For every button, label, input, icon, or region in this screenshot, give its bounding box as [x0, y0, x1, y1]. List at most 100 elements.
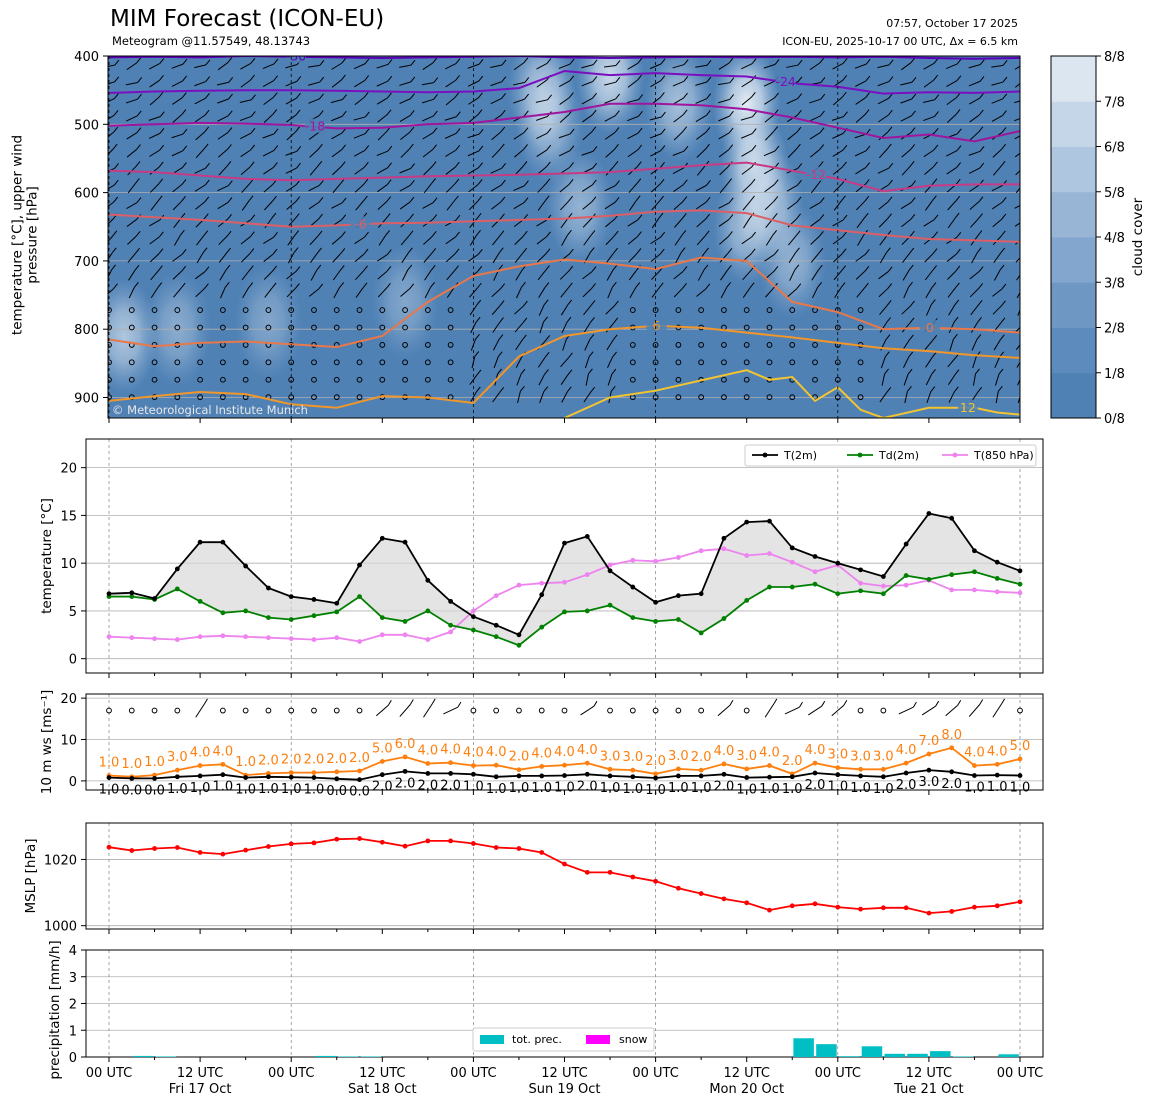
- gust-point: [516, 767, 522, 773]
- wind-barb: [399, 98, 411, 104]
- wind-barb-flag: [476, 212, 482, 219]
- wind-barb: [810, 149, 821, 158]
- wind-barb: [627, 236, 638, 245]
- mslp-point: [744, 900, 750, 906]
- wind-barb-flag: [524, 77, 530, 83]
- calm-circle: [242, 359, 249, 366]
- svg-text:cloud cover: cloud cover: [1130, 197, 1146, 276]
- wind-barb-flag: [613, 300, 619, 307]
- wind-barb: [626, 99, 639, 104]
- wind-barb: [108, 218, 114, 225]
- wind-barb: [307, 64, 320, 68]
- wind-barb: [582, 271, 593, 280]
- wind-barb-flag: [227, 110, 233, 117]
- wind-barb-flag: [319, 60, 325, 66]
- wind-barb: [947, 200, 957, 211]
- wind-barb-flag: [933, 214, 939, 221]
- wind-barb: [126, 132, 138, 140]
- wind-barb: [468, 97, 479, 105]
- wind-barb: [536, 132, 548, 139]
- wind-barb: [604, 115, 616, 122]
- wind-barb-flag: [615, 76, 621, 83]
- wind-barb-flag: [476, 229, 481, 236]
- calm-circle: [675, 342, 682, 348]
- wind-barb: [695, 81, 708, 86]
- wind-barb: [991, 115, 1003, 122]
- calm-circle: [812, 324, 818, 331]
- wind-barb: [856, 217, 865, 229]
- t850-point: [402, 632, 408, 638]
- wind-barb-flag: [363, 248, 369, 255]
- wind-barb-flag: [499, 317, 504, 323]
- x-tick-label: 00 UTC: [268, 1066, 314, 1081]
- wind-barb: [492, 339, 500, 351]
- mean-wind-point: [607, 773, 613, 779]
- mslp-point: [311, 840, 317, 846]
- wind-barb-flag: [568, 179, 574, 185]
- x-tick-label: 00 UTC: [632, 1066, 678, 1081]
- wind-barb-flag: [204, 698, 208, 705]
- wind-barb: [399, 114, 411, 123]
- wind-barb: [514, 322, 524, 333]
- calm-circle: [311, 359, 317, 366]
- wind-barb-flag: [114, 59, 120, 66]
- mean-wind-point: [288, 774, 294, 780]
- wind-barb: [651, 270, 661, 280]
- wind-barb-flag: [887, 266, 893, 273]
- gust-data-label: 2.0: [326, 752, 347, 767]
- t2m-point: [402, 539, 408, 545]
- wind-y-tick-label: 0: [69, 775, 77, 790]
- wind-barb-flag: [841, 265, 847, 271]
- mean-wind-point: [129, 776, 135, 781]
- wind-barb-flag: [933, 127, 939, 134]
- x-tick-label: 12 UTC: [359, 1066, 405, 1081]
- wind-barb-flag: [954, 369, 960, 376]
- wind-barb-flag: [569, 92, 574, 98]
- wind-barb-flag: [111, 247, 117, 254]
- precip-y-tick-label: 2: [69, 998, 77, 1013]
- wind-barb: [331, 236, 342, 245]
- wind-barb-flag: [956, 75, 962, 82]
- colorbar-tick-label: 1/8: [1104, 367, 1125, 382]
- temp-y-tick-label: 5: [69, 605, 77, 620]
- calm-circle: [379, 359, 386, 366]
- gust-data-label: 4.0: [577, 743, 598, 758]
- wind-barb: [672, 64, 685, 69]
- wind-barb: [582, 114, 593, 123]
- wind-barb: [516, 373, 522, 386]
- t2m-point: [698, 591, 704, 597]
- calm-circle: [219, 324, 226, 331]
- wind-barb-flag: [819, 197, 825, 203]
- mslp-point: [174, 845, 180, 850]
- wind-barb-flag: [682, 196, 688, 202]
- wind-barb: [926, 391, 932, 403]
- wind-barb: [445, 166, 456, 175]
- calm-circle: [128, 324, 135, 331]
- wind-barb: [446, 183, 456, 193]
- wind-barb-flag: [135, 230, 141, 237]
- calm-circle: [219, 307, 226, 313]
- isotherm-label: -24: [775, 74, 795, 89]
- wind-barb: [399, 81, 411, 86]
- wind-barb: [148, 63, 161, 70]
- mean-wind-data-label: 1.0: [987, 780, 1008, 795]
- calm-circle: [743, 324, 750, 331]
- wind-barb-flag: [728, 144, 734, 151]
- colorbar-segment: [1051, 372, 1096, 419]
- wind-barb-flag: [227, 127, 233, 133]
- mean-wind-point: [698, 773, 704, 779]
- wind-barb: [879, 305, 888, 316]
- gust-point: [174, 767, 180, 773]
- wind-barb-flag: [500, 196, 506, 203]
- gust-point: [220, 761, 226, 767]
- precip-bar: [315, 1055, 336, 1057]
- wind-barb-flag: [819, 57, 825, 64]
- wind-barb-flag: [887, 109, 893, 116]
- wind-barb-flag: [135, 178, 140, 184]
- wind-barb-flag: [934, 111, 939, 117]
- wind-barb: [195, 201, 206, 210]
- wind-barb-flag: [931, 352, 937, 358]
- wind-barb: [946, 253, 957, 262]
- mean-wind-point: [880, 774, 886, 780]
